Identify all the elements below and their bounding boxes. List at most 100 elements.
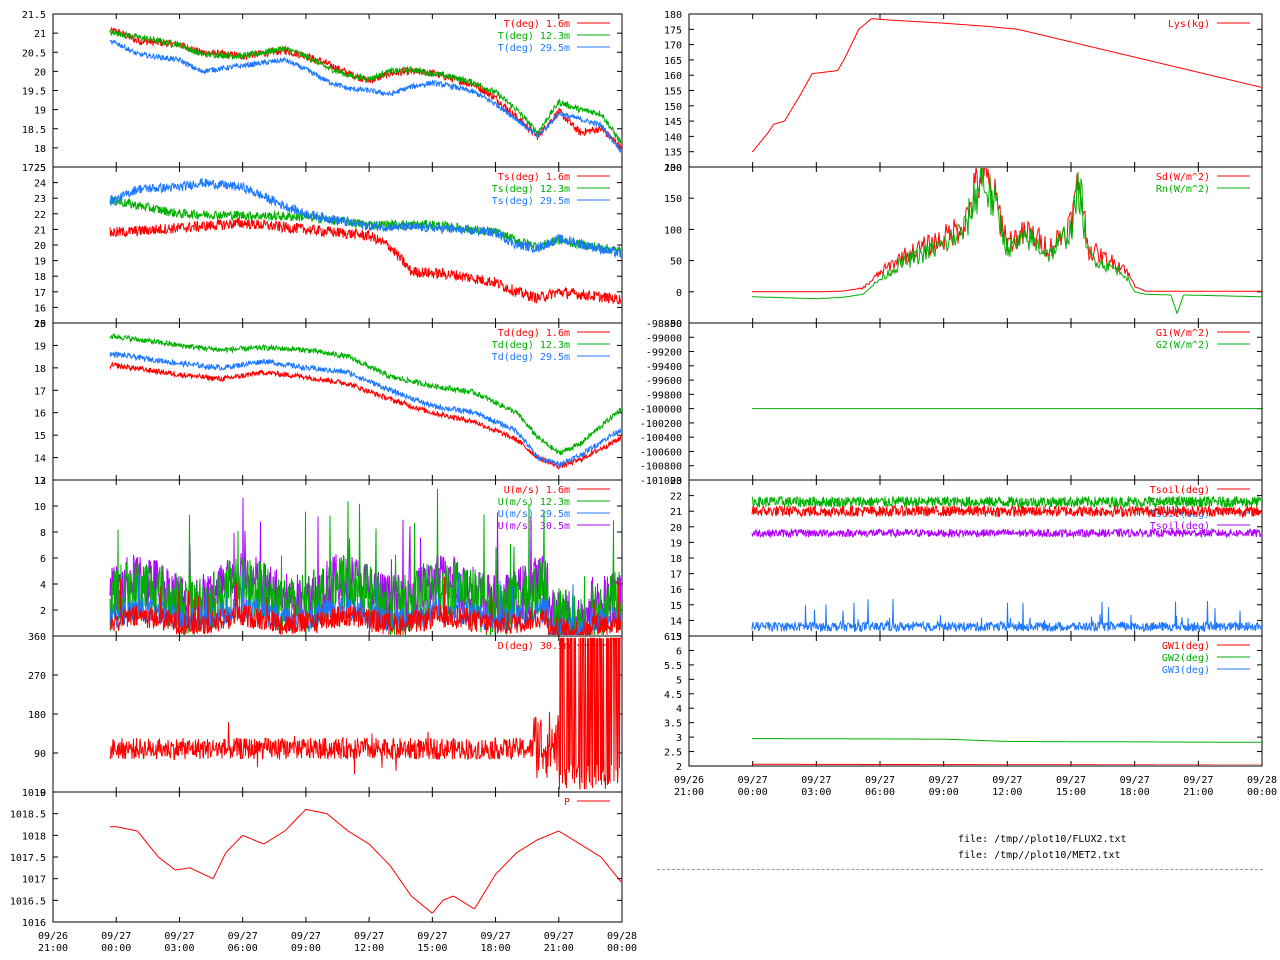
y-tick-label: 16 [670, 585, 682, 596]
x-tick-label: 03:00 [164, 943, 194, 954]
y-tick-label: -99400 [646, 362, 682, 373]
x-tick-label: 09/27 [992, 775, 1022, 786]
y-tick-label: 22 [670, 492, 682, 503]
legend-label: Tsoil(deg) [1150, 521, 1210, 532]
y-tick-label: 17 [34, 386, 46, 397]
series-line [752, 529, 1262, 537]
y-tick-label: 4.5 [664, 690, 682, 701]
y-tick-label: 18 [34, 144, 46, 155]
x-tick-label: 18:00 [481, 943, 511, 954]
y-tick-label: -100600 [640, 447, 682, 458]
dashed-separator [657, 869, 1263, 870]
x-tick-label: 12:00 [992, 787, 1022, 798]
y-tick-label: 1019 [22, 788, 46, 799]
y-tick-label: 24 [34, 179, 46, 190]
y-tick-label: 21.5 [22, 10, 46, 21]
legend-label: P [564, 797, 570, 808]
x-tick-label: 09/27 [164, 931, 194, 942]
y-tick-label: 14 [34, 454, 46, 465]
series-line [752, 599, 1262, 631]
y-tick-label: 140 [664, 132, 682, 143]
y-tick-label: 19 [34, 106, 46, 117]
legend-label: T(deg) 1.6m [504, 19, 570, 30]
x-tick-label: 00:00 [1247, 787, 1277, 798]
x-tick-label: 09/26 [38, 931, 68, 942]
y-tick-label: 20 [34, 241, 46, 252]
y-tick-label: 14 [670, 616, 682, 627]
legend-label: T(deg) 29.5m [498, 43, 570, 54]
x-tick-label: 09/27 [801, 775, 831, 786]
legend-label: U(m/s) 1.6m [504, 485, 570, 496]
legend-label: Rn(W/m^2) [1156, 184, 1210, 195]
x-tick-label: 00:00 [101, 943, 131, 954]
y-tick-label: 6.5 [664, 632, 682, 643]
y-tick-label: 2 [40, 606, 46, 617]
y-tick-label: 180 [664, 10, 682, 21]
y-tick-label: 23 [34, 194, 46, 205]
legend-label: GW2(deg) [1162, 653, 1210, 664]
series-line [752, 764, 1262, 765]
y-tick-label: 160 [664, 71, 682, 82]
y-tick-label: -99000 [646, 333, 682, 344]
y-tick-label: 18 [34, 272, 46, 283]
y-tick-label: 10 [34, 502, 46, 513]
plot-canvas: 21.52120.52019.51918.51817.5T(deg) 1.6mT… [0, 0, 1280, 960]
file-label-met: file: /tmp//plot10/MET2.txt [958, 850, 1121, 861]
series-line [110, 40, 622, 153]
legend-label: G2(W/m^2) [1156, 340, 1210, 351]
y-tick-label: 15 [670, 601, 682, 612]
x-tick-label: 09/27 [738, 775, 768, 786]
y-tick-label: 180 [28, 710, 46, 721]
y-tick-label: 12 [34, 476, 46, 487]
x-tick-label: 09/27 [1056, 775, 1086, 786]
x-tick-label: 12:00 [354, 943, 384, 954]
y-tick-label: -99600 [646, 376, 682, 387]
series-line [752, 739, 1262, 743]
x-tick-label: 09/27 [354, 931, 384, 942]
x-tick-label: 06:00 [228, 943, 258, 954]
legend-label: Lys(kg) [1168, 19, 1210, 30]
y-tick-label: 90 [34, 749, 46, 760]
x-tick-label: 09:00 [929, 787, 959, 798]
y-tick-label: 20 [670, 523, 682, 534]
y-tick-label: 200 [664, 163, 682, 174]
legend-label: GW3(deg) [1162, 665, 1210, 676]
legend-label: Td(deg) 1.6m [498, 328, 570, 339]
y-tick-label: -100400 [640, 433, 682, 444]
y-tick-label: 135 [664, 148, 682, 159]
y-tick-label: 19 [34, 341, 46, 352]
legend-label: GW1(deg) [1162, 641, 1210, 652]
y-tick-label: 165 [664, 56, 682, 67]
x-tick-label: 00:00 [738, 787, 768, 798]
y-tick-label: 145 [664, 117, 682, 128]
y-tick-label: 19 [34, 257, 46, 268]
y-tick-label: 4 [40, 580, 46, 591]
legend-label: T(deg) 12.3m [498, 31, 570, 42]
y-tick-label: 170 [664, 41, 682, 52]
y-tick-label: -100200 [640, 419, 682, 430]
series-line [110, 638, 622, 790]
x-tick-label: 00:00 [607, 943, 637, 954]
y-tick-label: 360 [28, 632, 46, 643]
y-tick-label: 150 [664, 194, 682, 205]
y-tick-label: 2.5 [664, 748, 682, 759]
y-tick-label: 18 [34, 364, 46, 375]
series-line [110, 219, 622, 305]
series-line [110, 809, 622, 913]
legend-label: Td(deg) 29.5m [492, 352, 570, 363]
y-tick-label: 8 [40, 528, 46, 539]
y-tick-label: 50 [670, 257, 682, 268]
legend-label: Ts(deg) 29.5m [492, 196, 570, 207]
y-tick-label: 3 [676, 733, 682, 744]
x-tick-label: 09/27 [228, 931, 258, 942]
radiation-panel: 200150100500-50Sd(W/m^2)Rn(W/m^2) [664, 148, 1262, 331]
lys-panel: 180175170165160155150145140135130Lys(kg) [664, 10, 1262, 174]
series-line [752, 19, 1262, 152]
x-tick-label: 09/27 [481, 931, 511, 942]
y-tick-label: 270 [28, 671, 46, 682]
x-tick-label: 09/28 [1247, 775, 1277, 786]
y-tick-label: -99800 [646, 390, 682, 401]
y-tick-label: 6 [676, 646, 682, 657]
